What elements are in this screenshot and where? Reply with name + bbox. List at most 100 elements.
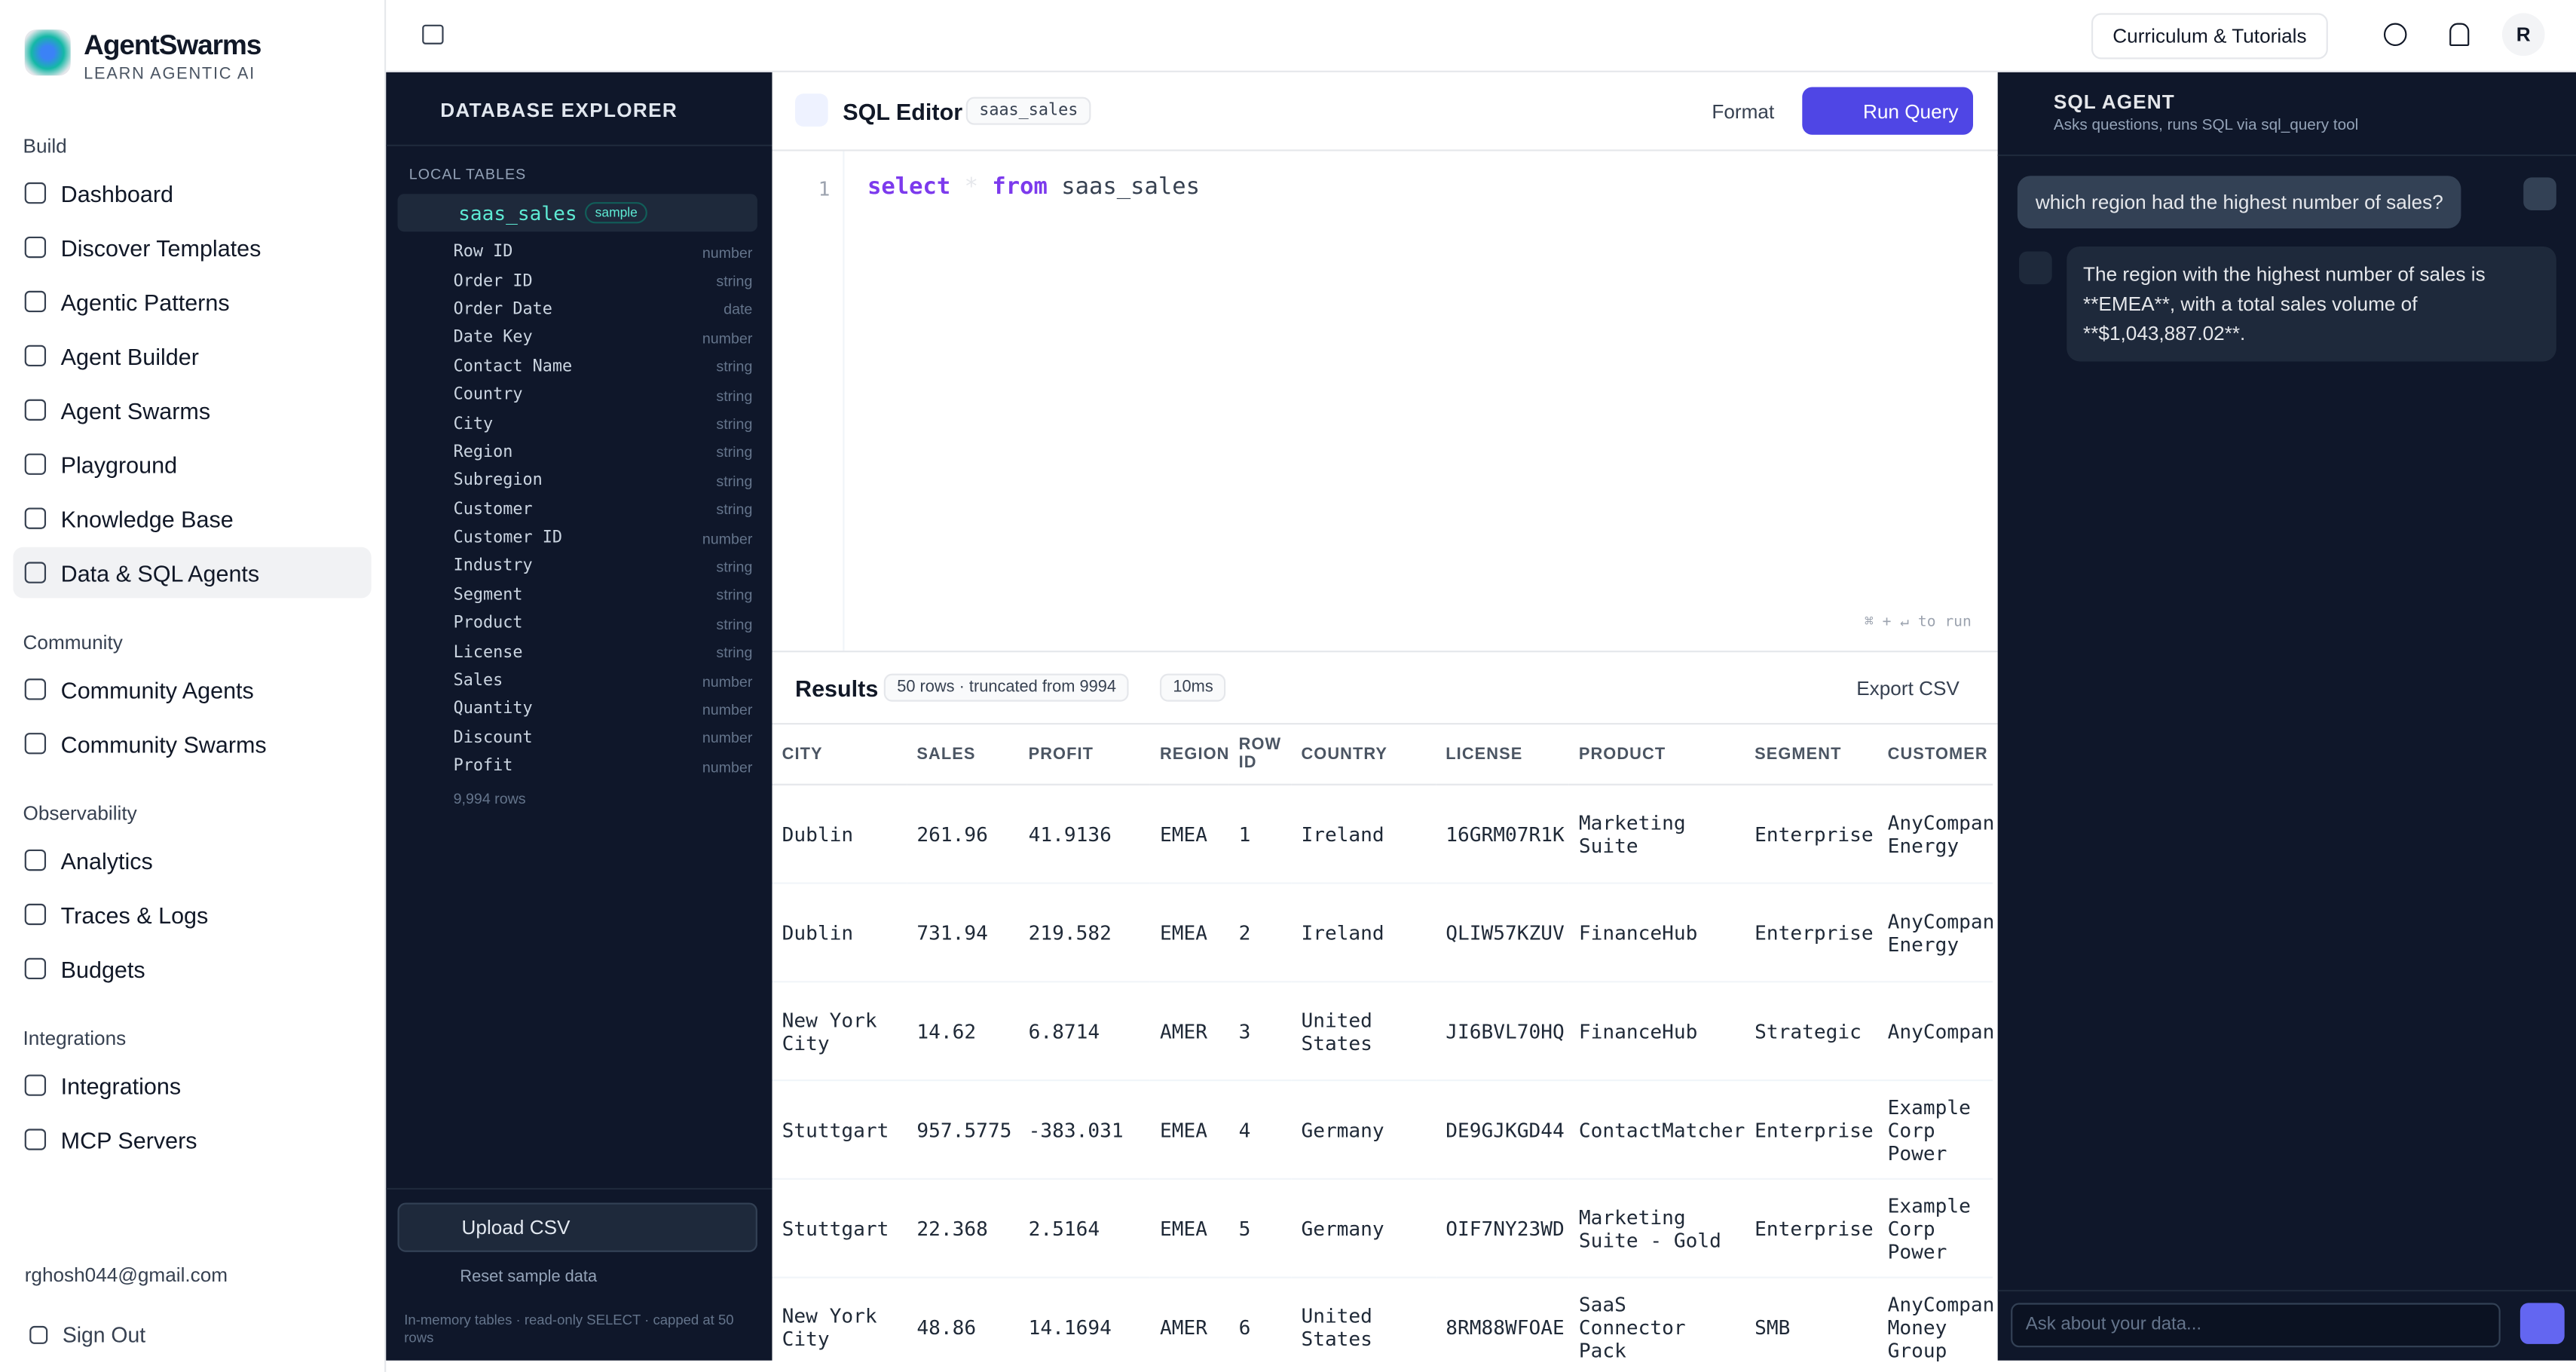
cell: FinanceHub [1568, 982, 1745, 1082]
nav-icon [24, 453, 47, 475]
nav-item[interactable]: Agentic Patterns [13, 276, 371, 327]
cell: AMER [1149, 982, 1229, 1082]
column-row: Country string [386, 381, 772, 410]
sidebar: AgentSwarms LEARN AGENTIC AI Build Dashbo… [0, 0, 387, 1372]
column-name: Region [453, 443, 513, 462]
nav-icon [24, 1074, 47, 1096]
column-type: string [716, 444, 753, 461]
nav-item[interactable]: Integrations [13, 1060, 371, 1111]
sql-agent: SQL AGENT Asks questions, runs SQL via s… [1997, 72, 2576, 1361]
nav-label: Analytics [60, 847, 153, 874]
nav-icon [24, 1129, 47, 1150]
column-list: Row ID number Order ID string Order Date date… [386, 238, 772, 781]
cell: Marketing Suite [1568, 784, 1745, 884]
cell: United States [1291, 1277, 1436, 1362]
column-header: SALES [907, 724, 1019, 786]
nav-item[interactable]: MCP Servers [13, 1114, 371, 1165]
cell: Stuttgart [772, 1178, 907, 1279]
column-type: number [702, 758, 753, 776]
column-name: Date Key [453, 329, 533, 348]
nav-item[interactable]: Knowledge Base [13, 493, 371, 544]
format-button[interactable]: Format [1712, 100, 1775, 124]
cell: Example Corp Power [1877, 1080, 1993, 1180]
sidebar-toggle[interactable] [422, 24, 444, 44]
run-label: Run Query [1862, 99, 1959, 123]
nav-item[interactable]: Agent Builder [13, 330, 371, 381]
nav-item[interactable]: Playground [13, 439, 371, 490]
notifications[interactable] [2449, 23, 2470, 47]
nav-icon [24, 849, 47, 871]
cell: 731.94 [907, 883, 1019, 983]
nav-item[interactable]: Data & SQL Agents [13, 547, 372, 599]
run-button[interactable]: Run Query [1802, 87, 1973, 135]
rows-badge: 50 rows · truncated from 9994 [883, 673, 1130, 702]
nav-label: Community Swarms [60, 730, 267, 757]
cell: AnyCompany Energy [1877, 784, 1993, 884]
cell: 6 [1228, 1277, 1292, 1362]
reset-button[interactable]: Reset sample data [460, 1268, 598, 1287]
nav-label: Playground [60, 451, 178, 478]
cell: QLIW57KZUV [1436, 883, 1569, 983]
export-button[interactable]: Export CSV [1856, 676, 1960, 700]
nav-item[interactable]: Community Agents [13, 664, 371, 715]
nav-item[interactable]: Analytics [13, 835, 371, 886]
user-email: rghosh044@gmail.com [24, 1263, 228, 1287]
logo [24, 29, 71, 76]
cell: Enterprise [1745, 883, 1878, 983]
column-type: string [716, 501, 753, 519]
theme-toggle[interactable] [2383, 23, 2407, 47]
section-label: LOCAL TABLES [408, 166, 527, 182]
nav-label: Data & SQL Agents [60, 559, 260, 586]
column-row: Date Key number [386, 324, 772, 353]
cell: 22.368 [907, 1178, 1019, 1279]
cell: Dublin [772, 883, 907, 983]
nav-label: Knowledge Base [60, 505, 234, 532]
column-header: CUSTOMER [1877, 724, 1993, 786]
upload-button[interactable]: Upload CSV [397, 1202, 757, 1252]
cell: 6.8714 [1018, 982, 1150, 1082]
cell: Germany [1291, 1178, 1436, 1279]
column-name: Order Date [453, 300, 552, 319]
column-type: string [716, 358, 753, 375]
column-type: string [716, 272, 753, 289]
column-row: City string [386, 409, 772, 438]
nav-item[interactable]: Discover Templates [13, 222, 371, 273]
sign-out[interactable]: Sign Out [29, 1323, 145, 1347]
cell: Ireland [1291, 883, 1436, 983]
nav-item[interactable]: Community Swarms [13, 718, 371, 769]
operator: * [964, 174, 978, 201]
nav-item[interactable]: Traces & Logs [13, 889, 371, 940]
nav-item[interactable]: Dashboard [13, 167, 371, 219]
chat-placeholder: Ask about your data... [2025, 1314, 2202, 1334]
column-name: Sales [453, 672, 503, 691]
nav-label: Dashboard [60, 179, 173, 207]
column-name: Contact Name [453, 357, 573, 376]
explorer-title: DATABASE EXPLORER [440, 98, 678, 122]
send-button[interactable] [2519, 1303, 2565, 1344]
cell: 4 [1228, 1080, 1292, 1180]
nav-item[interactable]: Agent Swarms [13, 384, 371, 436]
tutorials-button[interactable]: Curriculum & Tutorials [2091, 13, 2328, 60]
result-row: Stuttgart 22.368 2.5164 EMEA 5 Germany OIF7NY2… [772, 1178, 1993, 1279]
column-header: REGION [1149, 724, 1229, 786]
nav-icon [24, 733, 47, 755]
avatar[interactable]: R [2501, 13, 2545, 57]
nav-label: Discover Templates [60, 234, 262, 261]
column-header: PROFIT [1018, 724, 1150, 786]
agent-subtitle: Asks questions, runs SQL via sql_query t… [2053, 116, 2359, 135]
result-row: Dublin 261.96 41.9136 EMEA 1 Ireland 16GRM07R1… [772, 784, 1993, 884]
column-row: Customer ID number [386, 524, 772, 553]
column-row: Region string [386, 438, 772, 467]
column-type: string [716, 559, 753, 575]
nav-item[interactable]: Budgets [13, 943, 371, 994]
column-name: Product [453, 614, 523, 633]
column-name: Order ID [453, 271, 533, 290]
chat-input[interactable]: Ask about your data... [2011, 1303, 2501, 1348]
table-row[interactable]: saas_sales sample [397, 194, 757, 232]
cell: 3 [1228, 982, 1292, 1082]
nav-list: Build Dashboard Discover Templates Agentic … [0, 102, 384, 1168]
table-badge: saas_sales [965, 96, 1091, 125]
column-row: Segment string [386, 581, 772, 610]
